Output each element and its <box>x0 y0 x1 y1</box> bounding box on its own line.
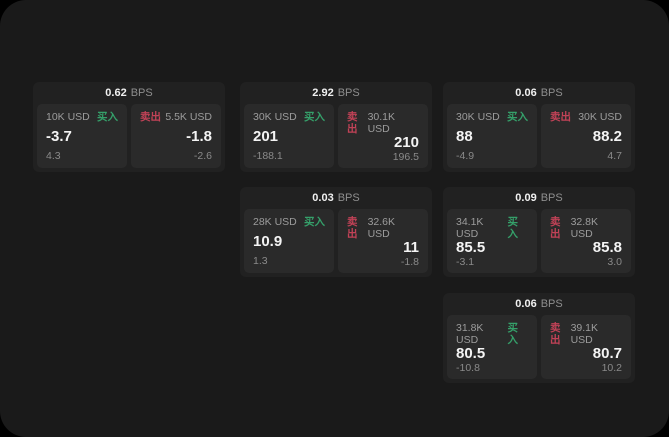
sell-sub-value: 196.5 <box>392 151 419 163</box>
buy-sub-value: -3.1 <box>456 256 475 268</box>
bps-unit-label: BPS <box>337 192 360 204</box>
bps-unit-label: BPS <box>540 298 563 310</box>
sell-side-label: 卖出 <box>140 111 161 123</box>
buy-sub-value: -10.8 <box>456 362 480 374</box>
quote-card: 0.06 BPS 30K USD 买入 88 -4.9 卖出 30K USD 8… <box>443 82 635 172</box>
sell-side-label: 卖出 <box>347 111 358 135</box>
bps-value: 0.06 <box>515 298 537 310</box>
quote-card: 0.62 BPS 10K USD 买入 -3.7 4.3 卖出 5.5K USD… <box>33 82 225 172</box>
bps-spread-header: 0.09 BPS <box>443 187 635 209</box>
bps-unit-label: BPS <box>540 192 563 204</box>
bps-spread-header: 0.62 BPS <box>33 82 225 104</box>
sell-sub-value: -2.6 <box>193 150 212 162</box>
sell-side-label: 卖出 <box>550 322 561 346</box>
sell-notional: 30K USD <box>578 111 622 123</box>
buy-quote-tile[interactable]: 10K USD 买入 -3.7 4.3 <box>37 104 127 168</box>
sell-side-label: 卖出 <box>550 216 561 240</box>
sell-notional: 5.5K USD <box>165 111 212 123</box>
buy-side-label: 买入 <box>304 216 325 228</box>
sell-notional: 32.8K USD <box>570 216 599 240</box>
sell-notional: 32.6K USD <box>367 216 396 240</box>
buy-notional: 30K USD <box>253 111 297 123</box>
buy-sub-value: -4.9 <box>456 150 475 162</box>
buy-quote-tile[interactable]: 30K USD 买入 201 -188.1 <box>244 104 334 168</box>
buy-price: 85.5 <box>456 239 486 256</box>
sell-price: 85.8 <box>592 239 622 256</box>
bps-spread-header: 0.06 BPS <box>443 293 635 315</box>
buy-side-label: 买入 <box>97 111 118 123</box>
buy-price: -3.7 <box>46 127 72 145</box>
buy-sub-value: 1.3 <box>253 255 268 267</box>
bps-unit-label: BPS <box>130 87 153 99</box>
bps-value: 0.03 <box>312 192 334 204</box>
sell-price: 80.7 <box>592 345 622 362</box>
buy-side-label: 买入 <box>304 111 325 123</box>
sell-side-label: 卖出 <box>550 111 571 123</box>
buy-quote-tile[interactable]: 30K USD 买入 88 -4.9 <box>447 104 537 168</box>
bps-spread-header: 0.03 BPS <box>240 187 432 209</box>
bps-value: 0.09 <box>515 192 537 204</box>
sell-notional: 39.1K USD <box>570 322 599 346</box>
sell-quote-tile[interactable]: 卖出 30K USD 88.2 4.7 <box>541 104 631 168</box>
sell-price: 11 <box>403 239 419 256</box>
buy-price: 80.5 <box>456 345 486 362</box>
sell-sub-value: 10.2 <box>601 362 622 374</box>
sell-sub-value: 3.0 <box>607 256 622 268</box>
sell-price: -1.8 <box>186 127 212 145</box>
buy-price: 88 <box>456 127 473 145</box>
buy-notional: 28K USD <box>253 216 297 228</box>
buy-quote-tile[interactable]: 28K USD 买入 10.9 1.3 <box>244 209 334 273</box>
bps-unit-label: BPS <box>337 87 360 99</box>
bps-spread-header: 2.92 BPS <box>240 82 432 104</box>
quote-card: 0.03 BPS 28K USD 买入 10.9 1.3 卖出 32.6K US… <box>240 187 432 277</box>
sell-quote-tile[interactable]: 卖出 30.1K USD 210 196.5 <box>338 104 428 168</box>
sell-side-label: 卖出 <box>347 216 358 240</box>
quote-card: 0.06 BPS 31.8K USD 买入 80.5 -10.8 卖出 39.1… <box>443 293 635 383</box>
buy-side-label: 买入 <box>507 322 518 346</box>
bps-value: 2.92 <box>312 87 334 99</box>
buy-side-label: 买入 <box>507 111 528 123</box>
sell-quote-tile[interactable]: 卖出 32.6K USD 11 -1.8 <box>338 209 428 273</box>
bps-value: 0.06 <box>515 87 537 99</box>
sell-notional: 30.1K USD <box>367 111 396 135</box>
buy-notional: 31.8K USD <box>456 322 484 346</box>
bps-spread-header: 0.06 BPS <box>443 82 635 104</box>
sell-quote-tile[interactable]: 卖出 39.1K USD 80.7 10.2 <box>541 315 631 379</box>
sell-sub-value: -1.8 <box>400 256 419 268</box>
buy-notional: 10K USD <box>46 111 90 123</box>
buy-price: 10.9 <box>253 232 283 250</box>
buy-notional: 34.1K USD <box>456 216 484 240</box>
buy-sub-value: 4.3 <box>46 150 61 162</box>
buy-price: 201 <box>253 127 279 145</box>
bps-value: 0.62 <box>105 87 127 99</box>
bps-unit-label: BPS <box>540 87 563 99</box>
sell-price: 88.2 <box>592 127 622 145</box>
buy-side-label: 买入 <box>507 216 518 240</box>
quote-card: 2.92 BPS 30K USD 买入 201 -188.1 卖出 30.1K … <box>240 82 432 172</box>
buy-notional: 30K USD <box>456 111 500 123</box>
sell-price: 210 <box>393 134 419 151</box>
quote-card: 0.09 BPS 34.1K USD 买入 85.5 -3.1 卖出 32.8K… <box>443 187 635 277</box>
buy-sub-value: -188.1 <box>253 150 283 162</box>
sell-quote-tile[interactable]: 卖出 32.8K USD 85.8 3.0 <box>541 209 631 273</box>
sell-quote-tile[interactable]: 卖出 5.5K USD -1.8 -2.6 <box>131 104 221 168</box>
buy-quote-tile[interactable]: 34.1K USD 买入 85.5 -3.1 <box>447 209 537 273</box>
sell-sub-value: 4.7 <box>607 150 622 162</box>
buy-quote-tile[interactable]: 31.8K USD 买入 80.5 -10.8 <box>447 315 537 379</box>
